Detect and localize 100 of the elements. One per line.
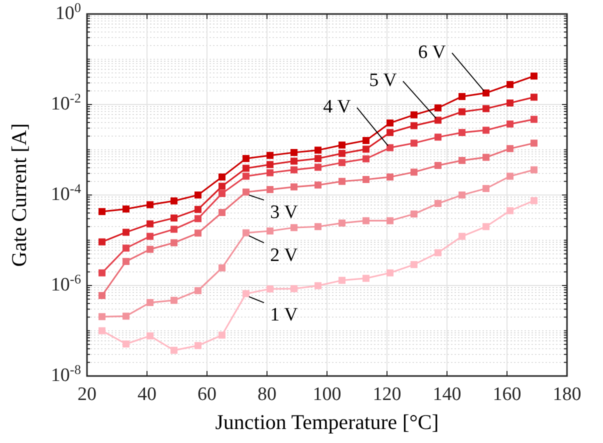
point: [290, 285, 298, 292]
point: [266, 228, 274, 235]
point: [338, 178, 346, 185]
point: [242, 188, 250, 196]
annotation: 2 V: [270, 244, 298, 266]
point: [434, 116, 442, 124]
point: [98, 292, 106, 300]
point: [410, 210, 418, 218]
point: [314, 155, 322, 162]
x-axis-title: Junction Temperature [°C]: [215, 410, 439, 434]
point: [362, 176, 370, 184]
point: [314, 146, 322, 154]
annotation: 1 V: [270, 304, 298, 326]
point: [434, 104, 442, 112]
y-tick-label: 10$^{-2}$: [50, 90, 81, 114]
point: [386, 269, 394, 276]
y-axis-title: Gate Current [A]: [7, 123, 31, 267]
point: [242, 229, 250, 236]
point: [530, 140, 538, 147]
point: [482, 89, 490, 96]
x-tick-label: 100: [312, 384, 342, 405]
annotation: 4 V: [323, 96, 352, 118]
point: [242, 155, 250, 162]
x-tick-label: 40: [138, 384, 156, 405]
point: [98, 269, 106, 276]
point: [146, 332, 154, 340]
point: [482, 105, 490, 112]
point: [218, 173, 226, 180]
y-tick-label: 10$^{-8}$: [50, 362, 82, 386]
point: [386, 173, 394, 180]
point: [314, 223, 322, 230]
y-tick-label: 10$^{-4}$: [50, 180, 82, 205]
point: [458, 156, 466, 164]
x-tick-label: 80: [258, 384, 276, 405]
annotation: 3 V: [270, 202, 298, 224]
point: [458, 232, 466, 240]
point: [530, 94, 538, 101]
x-tick-label: 160: [492, 384, 522, 405]
point: [170, 296, 178, 304]
point: [290, 148, 298, 156]
point: [458, 192, 466, 198]
point: [170, 346, 178, 354]
point: [146, 232, 154, 240]
point: [266, 186, 274, 194]
y-tick-label: 10$^{0}$: [55, 0, 82, 24]
point: [122, 340, 130, 348]
x-tick-label: 140: [432, 384, 462, 405]
point: [98, 327, 106, 334]
point: [386, 120, 394, 127]
point: [98, 238, 106, 246]
point: [266, 285, 274, 292]
point: [434, 249, 442, 256]
point: [170, 214, 178, 222]
point: [530, 197, 538, 204]
point: [218, 332, 226, 339]
point: [410, 122, 418, 130]
point: [410, 168, 418, 176]
annotation: 5 V: [369, 70, 398, 92]
point: [170, 197, 178, 204]
point: [146, 201, 154, 208]
point: [314, 282, 322, 290]
point: [122, 228, 130, 236]
point: [146, 220, 154, 228]
point: [338, 220, 346, 227]
point: [242, 164, 250, 172]
point: [266, 161, 274, 168]
point: [122, 244, 130, 252]
x-tick-label: 20: [78, 384, 96, 405]
point: [482, 185, 490, 192]
point: [146, 246, 154, 253]
point: [434, 162, 442, 169]
x-tick-label: 120: [372, 384, 402, 405]
point: [482, 126, 490, 134]
point: [194, 206, 202, 213]
point: [434, 134, 442, 141]
point: [530, 166, 538, 174]
point: [170, 239, 178, 246]
annotation: 6 V: [418, 42, 446, 63]
point: [362, 137, 370, 144]
point: [506, 145, 514, 152]
point: [530, 116, 538, 123]
point: [242, 290, 250, 298]
point: [506, 120, 514, 128]
point: [194, 215, 202, 222]
point: [410, 140, 418, 147]
point: [338, 142, 346, 149]
point: [218, 209, 226, 216]
point: [506, 172, 514, 180]
point: [506, 99, 514, 106]
point: [290, 166, 298, 174]
point: [482, 154, 490, 161]
point: [122, 312, 130, 320]
point: [410, 111, 418, 118]
point: [482, 223, 490, 230]
point: [434, 200, 442, 207]
point: [458, 93, 466, 100]
point: [362, 155, 370, 162]
point: [194, 192, 202, 198]
point: [410, 261, 418, 268]
point: [218, 190, 226, 197]
